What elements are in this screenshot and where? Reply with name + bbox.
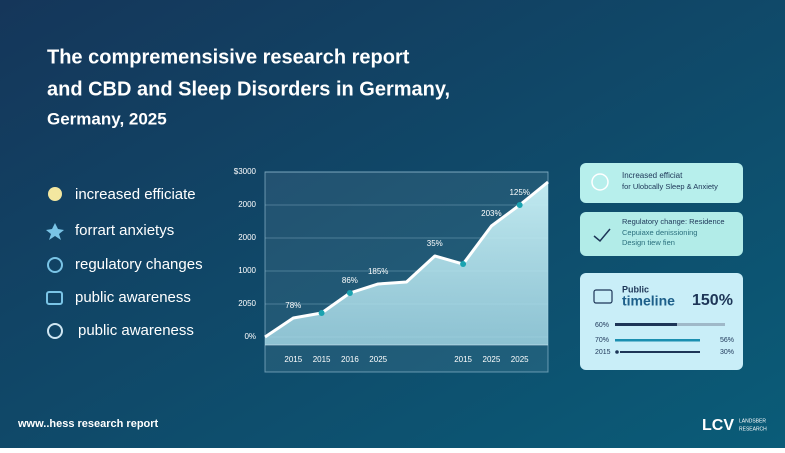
cards: Increased efficiat for Ulobcally Sleep &… xyxy=(580,163,743,370)
footer-url: www..hess research report xyxy=(17,418,159,430)
logo-sub: RESEARCH xyxy=(739,426,767,432)
chart: 0% 2050 1000 2000 2000 $3000 78% 86% 185% 35% 203%… xyxy=(234,167,549,373)
title: The compremensisive research report and … xyxy=(47,46,450,128)
icon xyxy=(593,228,611,243)
data-label: 125% xyxy=(509,188,529,197)
list-item: regulatory changes xyxy=(75,256,203,273)
data-label: 203% xyxy=(481,209,501,218)
card xyxy=(580,163,743,203)
icon xyxy=(46,223,64,240)
y-tick-label: $3000 xyxy=(234,167,257,176)
x-tick-label: 2016 xyxy=(341,355,359,364)
icon xyxy=(47,257,63,273)
row-end: 30% xyxy=(720,349,734,356)
row-label: 70% xyxy=(595,337,609,344)
x-tick-label: 2015 xyxy=(313,355,331,364)
bar xyxy=(615,323,677,326)
marker xyxy=(346,290,353,296)
marker xyxy=(516,202,523,208)
card-text: for Ulobcally Sleep & Anxiety xyxy=(622,182,718,191)
y-tick-label: 2050 xyxy=(238,299,256,308)
card xyxy=(580,212,743,256)
card-text: Cepuiaxe denissioning xyxy=(622,228,697,237)
bullet-list: increased efficiate forrart anxietys reg… xyxy=(46,186,203,339)
y-tick-label: 2000 xyxy=(238,233,256,242)
list-item: increased efficiate xyxy=(75,186,196,203)
card-title: Increased efficiat xyxy=(622,171,683,180)
y-tick-label: 1000 xyxy=(238,266,256,275)
bar xyxy=(620,351,700,353)
card-value: 150% xyxy=(692,292,733,309)
marker xyxy=(318,310,325,317)
card-text: Design tiew fien xyxy=(622,238,675,247)
x-tick-label: 2025 xyxy=(369,355,387,364)
data-label: 86% xyxy=(342,276,358,285)
card-title: Public xyxy=(622,284,649,294)
card xyxy=(580,273,743,370)
bar xyxy=(615,339,700,342)
card-title: Regulatory change: Residence xyxy=(622,217,725,226)
icon xyxy=(48,187,62,201)
y-tick-label: 2000 xyxy=(238,200,256,209)
line xyxy=(264,180,549,339)
marker xyxy=(460,261,467,268)
x-tick-label: 2025 xyxy=(483,355,501,364)
x-tick-label: 2015 xyxy=(284,355,302,364)
title-line: The compremensisive research report xyxy=(47,46,410,68)
x-tick-label: 2015 xyxy=(454,355,472,364)
icon xyxy=(46,291,63,305)
data-label: 78% xyxy=(285,301,301,310)
row-label: 2015 xyxy=(595,349,611,356)
y-tick-label: 0% xyxy=(244,332,256,341)
row-label: 60% xyxy=(595,322,609,329)
title-line: Germany, 2025 xyxy=(47,109,167,128)
data-label: 35% xyxy=(427,239,443,248)
row-end: 56% xyxy=(720,337,734,344)
dot xyxy=(615,350,619,354)
list-item: forrart anxietys xyxy=(75,222,174,239)
card-subtitle: timeline xyxy=(622,293,675,309)
logo: LCV xyxy=(702,417,734,434)
title-line: and CBD and Sleep Disorders in Germany, xyxy=(47,78,450,100)
icon xyxy=(591,173,609,191)
x-tick-label: 2025 xyxy=(511,355,529,364)
list-item: public awareness xyxy=(78,322,194,339)
icon xyxy=(593,289,613,304)
icon xyxy=(47,323,63,339)
list-item: public awareness xyxy=(75,289,191,306)
data-label: 185% xyxy=(368,267,388,276)
logo-sub: LANDSBER xyxy=(739,418,766,424)
